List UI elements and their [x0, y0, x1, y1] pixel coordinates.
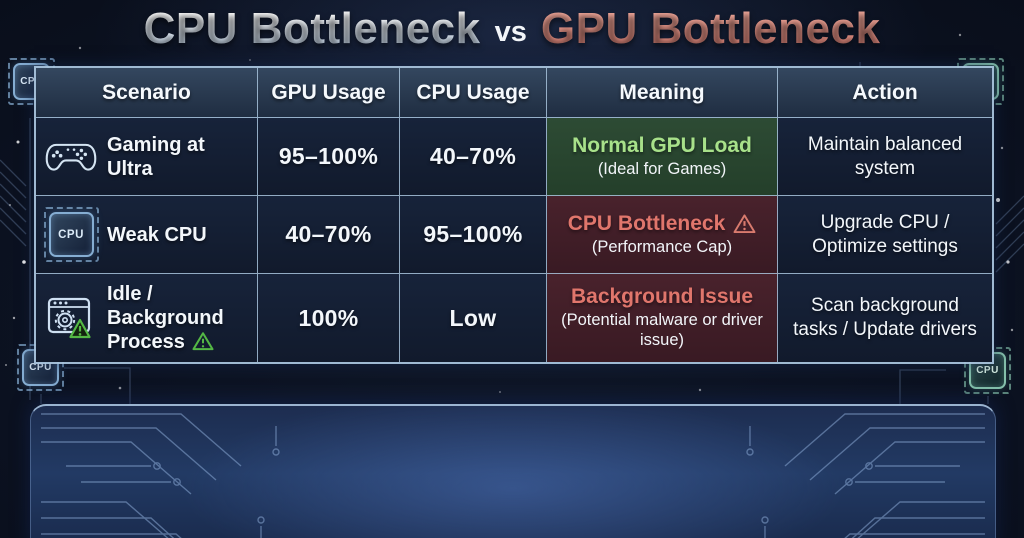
warning-triangle-icon: [192, 332, 214, 351]
table-row-3-scenario: Idle / Background Process: [36, 274, 258, 362]
meaning-subtitle: (Performance Cap): [591, 237, 733, 256]
table-row-3-gpu-usage: 100%: [258, 274, 400, 362]
meaning-title: CPU Bottleneck: [567, 211, 726, 235]
table-row-2-cpu-usage: 95–100%: [400, 196, 547, 274]
scenario-label: Gaming at Ultra: [107, 133, 205, 180]
table-row-1-action: Maintain balanced system: [778, 118, 992, 196]
table-row-2-gpu-usage: 40–70%: [258, 196, 400, 274]
table-row-2-action: Upgrade CPU / Optimize settings: [778, 196, 992, 274]
title-vs: vs: [494, 15, 527, 48]
title-gpu-bottleneck: GPU Bottleneck: [540, 4, 881, 53]
cpu-chip-icon: CPU: [43, 207, 99, 262]
app-window-warning-icon: [44, 294, 98, 342]
page-title: CPU Bottleneck vs GPU Bottleneck: [0, 0, 1024, 58]
meaning-title: Background Issue: [570, 285, 754, 309]
header-cell-gpu-usage: GPU Usage: [258, 68, 400, 118]
table-row-1-gpu-usage: 95–100%: [258, 118, 400, 196]
header-cell-meaning: Meaning: [547, 68, 778, 118]
chip-label: CPU: [976, 365, 999, 376]
comparison-table: Scenario GPU Usage CPU Usage Meaning Act…: [34, 66, 994, 364]
meaning-subtitle: (Potential malware or driver issue): [561, 311, 763, 350]
header-cell-cpu-usage: CPU Usage: [400, 68, 547, 118]
title-cpu-bottleneck: CPU Bottleneck: [143, 4, 481, 53]
scenario-label: Idle / Background Process: [107, 283, 224, 353]
header-cell-scenario: Scenario: [36, 68, 258, 118]
table-row-1-cpu-usage: 40–70%: [400, 118, 547, 196]
table-row-2-meaning: CPU Bottleneck (Performance Cap): [547, 196, 778, 274]
gamepad-icon: [44, 139, 98, 175]
table-row-3-cpu-usage: Low: [400, 274, 547, 362]
warning-triangle-icon: [733, 214, 756, 234]
meaning-title: Normal GPU Load: [572, 133, 752, 157]
table-row-1-scenario: Gaming at Ultra: [36, 118, 258, 196]
table-row-2-scenario: CPU Weak CPU: [36, 196, 258, 274]
scenario-label: Weak CPU: [107, 223, 207, 246]
header-cell-action: Action: [778, 68, 992, 118]
table-row-1-meaning: Normal GPU Load (Ideal for Games): [547, 118, 778, 196]
meaning-subtitle: (Ideal for Games): [597, 159, 727, 178]
bottom-circuit-panel: [30, 404, 996, 538]
table-row-3-action: Scan background tasks / Update drivers: [778, 274, 992, 362]
table-row-3-meaning: Background Issue (Potential malware or d…: [547, 274, 778, 362]
